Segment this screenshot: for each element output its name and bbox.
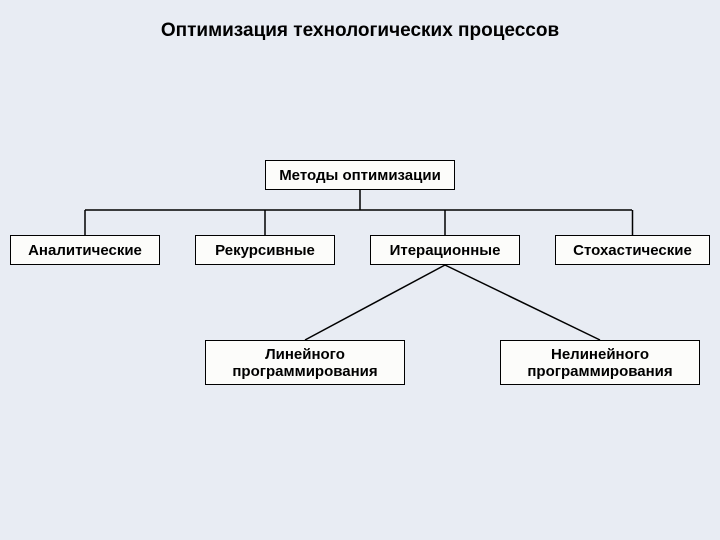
node-nonlinear-programming: Нелинейного программирования <box>500 340 700 385</box>
node-root: Методы оптимизации <box>265 160 455 190</box>
node-recursive: Рекурсивные <box>195 235 335 265</box>
node-iterative: Итерационные <box>370 235 520 265</box>
node-analytical: Аналитические <box>10 235 160 265</box>
connector-lines <box>0 0 720 540</box>
node-linear-programming: Линейного программирования <box>205 340 405 385</box>
page-title: Оптимизация технологических процессов <box>0 20 720 42</box>
node-stochastic: Стохастические <box>555 235 710 265</box>
